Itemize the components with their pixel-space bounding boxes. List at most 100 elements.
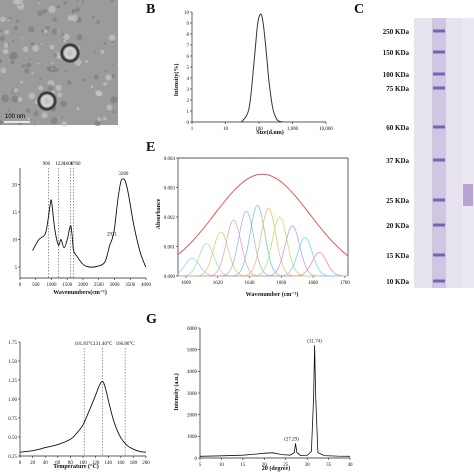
panel-b-ylabel: Intensity(%) [173, 64, 180, 97]
panel-d-x-tick-label: 2500 [94, 283, 105, 288]
panel-g-x-tick-label: 15 [240, 463, 246, 468]
panel-e-x-tick-label: 1660 [276, 281, 287, 286]
panel-d-x-tick-label: 2000 [78, 283, 89, 288]
gel-ladder-band [433, 279, 445, 283]
panel-d-y-tick-label: 15 [12, 211, 18, 216]
panel-e-y-tick-label: 0.004 [164, 157, 176, 162]
panel-e-x-tick-label: 1600 [181, 281, 192, 286]
panel-d-y-tick-label: 20 [12, 183, 18, 188]
panel-b-x-tick-label: 1,000 [287, 127, 299, 132]
panel-b-y-tick-label: 5 [187, 66, 190, 71]
panel-d-x-tick-label: 0 [19, 283, 22, 288]
gel-ladder-label: 20 KDa [386, 222, 409, 230]
panel-g-y-tick-label: 6000 [187, 327, 198, 332]
panel-b-y-tick-label: 9 [187, 22, 190, 27]
panel-g-x-tick-label: 30 [305, 463, 311, 468]
panel-b-xlabel: Size(d.nm) [256, 129, 284, 136]
panel-f-y-tick-label: 0.75 [8, 417, 17, 422]
panel-d-y-tick-label: 5 [15, 266, 18, 271]
panel-d-xlabel: Wavenumbers(cm⁻¹) [53, 289, 107, 296]
panel-e-curve-fit-chart: Absorbance Wavenumber (cm⁻¹) 1600 1620 164… [156, 157, 350, 298]
gel-ladder-label: 15 KDa [386, 252, 409, 260]
panel-b-size-curve [241, 13, 283, 123]
gel-ladder-label: 250 KDa [383, 28, 410, 36]
panel-e-gaussian-component [178, 210, 348, 277]
panel-f-reference-label: 101.83°C [75, 342, 95, 347]
gel-ladder-label: 100 KDa [383, 71, 410, 79]
panel-e-y-tick-label: 0.000 [164, 275, 176, 280]
panel-d-spectrum [32, 178, 147, 268]
gel-ladder-band [433, 125, 445, 129]
panel-d-reference-label: 1220 [55, 162, 66, 167]
panel-f-x-tick-label: 120 [92, 461, 100, 466]
panel-f-y-tick-label: 0.25 [8, 455, 17, 460]
panel-e-x-tick-label: 1640 [244, 281, 255, 286]
panel-d-x-tick-label: 4000 [141, 283, 152, 288]
panel-c-gel: 250 KDa 150 KDa 100 KDa 75 KDa 60 KDa 37 KDa 2… [383, 18, 474, 288]
panel-b-x-tick-label: 1 [191, 127, 194, 132]
panel-d-reference-label: 1700 [71, 162, 82, 167]
panel-e-ylabel: Absorbance [156, 198, 162, 229]
panel-d-x-tick-label: 1500 [62, 283, 73, 288]
panel-e-gaussian-component [178, 251, 348, 277]
panel-g-x-tick-label: 40 [348, 463, 354, 468]
gel-ladder-band [433, 198, 445, 202]
panel-g-y-tick-label: 4000 [187, 370, 198, 375]
panel-e-x-tick-label: 1680 [308, 281, 319, 286]
panel-e-gaussian-component [178, 225, 348, 277]
panel-e-x-tick-label: 1700 [340, 281, 351, 286]
panel-g-xrd-chart: Intensity (a.u.) 2θ (degree) 5 10 15 20 25 30… [173, 327, 353, 472]
gel-sample-band [463, 184, 473, 206]
panel-g-ylabel: Intensity (a.u.) [173, 373, 180, 411]
panel-f-y-tick-label: 0.50 [8, 436, 17, 441]
panel-e-y-tick-label: 0.003 [164, 186, 176, 191]
panel-g-x-tick-label: 25 [283, 463, 289, 468]
panel-e-gaussian-component [178, 204, 348, 277]
panel-d-x-tick-label: 1000 [47, 283, 58, 288]
panel-b-y-tick-label: 7 [187, 44, 190, 49]
panel-f-reference-label: 131.40°C [93, 342, 113, 347]
panel-f-y-tick-label: 1.75 [8, 341, 17, 346]
gel-ladder-label: 150 KDa [383, 49, 410, 57]
panel-b-y-tick-label: 0 [187, 121, 190, 126]
panel-b-x-tick-label: 100 [255, 127, 263, 132]
panel-g-y-tick-label: 1000 [187, 435, 198, 440]
panel-d-ftir-chart: Wavenumbers(cm⁻¹) 0 500 1000 1500 2000 2500 30… [12, 162, 152, 296]
panel-g-peak-label: (31.74) [307, 339, 322, 344]
panel-d-peak-label: 2921 [107, 233, 118, 238]
panel-g-y-tick-label: 2000 [187, 413, 198, 418]
panel-b-y-tick-label: 8 [187, 33, 190, 38]
panel-b-dls-chart: Intensity(%) Size(d.nm) 1 10 100 1,000 10,00… [173, 11, 333, 136]
panel-g-xlabel: 2θ (degree) [262, 465, 291, 472]
panel-f-y-tick-label: 1.25 [8, 379, 17, 384]
panel-f-x-tick-label: 140 [104, 461, 112, 466]
panel-e-envelope [177, 173, 349, 257]
panel-f-x-tick-label: 20 [30, 461, 36, 466]
panel-f-x-tick-label: 80 [68, 461, 74, 466]
panel-e-y-tick-label: 0.001 [164, 245, 176, 250]
panel-letter-b: B [146, 2, 155, 17]
panel-d-reference-label: 1600 [63, 162, 74, 167]
gel-ladder-band [433, 158, 445, 162]
panel-f-reference-label: 166.86°C [116, 342, 136, 347]
scale-bar-label: 100 nm [5, 114, 25, 120]
panel-d-x-tick-label: 3500 [125, 283, 136, 288]
panel-d-x-tick-label: 3000 [110, 283, 121, 288]
panel-g-y-tick-label: 5000 [187, 348, 198, 353]
panel-e-xlabel: Wavenumber (cm⁻¹) [246, 291, 299, 298]
panel-f-x-tick-label: 100 [79, 461, 87, 466]
panel-d-peak-label: 3280 [118, 172, 129, 177]
gel-ladder-band [433, 29, 445, 33]
gel-ladder-band [433, 86, 445, 90]
panel-b-y-tick-label: 2 [187, 99, 190, 104]
gel-ladder-band [433, 72, 445, 76]
panel-g-x-tick-label: 20 [262, 463, 268, 468]
panel-f-x-tick-label: 200 [142, 461, 150, 466]
panel-g-x-tick-label: 5 [199, 463, 202, 468]
panel-d-reference-label: 900 [43, 162, 51, 167]
panel-f-dsc-chart: Temperature (°C) 0 20 40 60 80 100 120 140 160 18… [8, 341, 150, 470]
panel-f-y-tick-label: 1.00 [8, 398, 17, 403]
panel-f-xlabel: Temperature (°C) [53, 463, 99, 470]
panel-letter-g: G [146, 312, 157, 327]
